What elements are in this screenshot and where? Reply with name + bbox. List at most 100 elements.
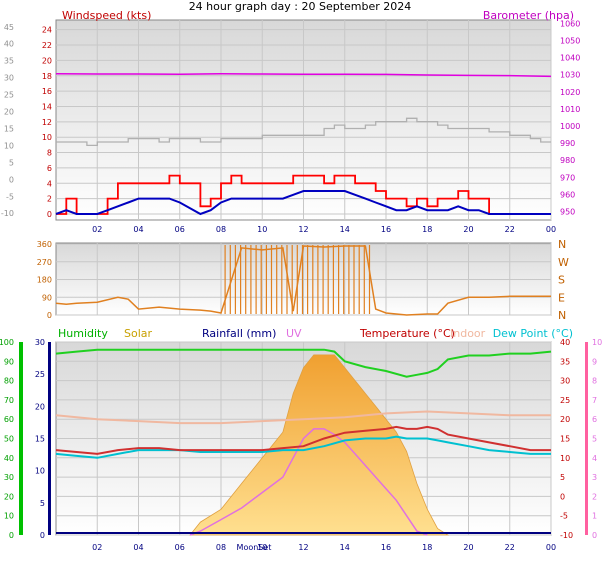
x-tick-label: 06	[175, 225, 185, 234]
x-tick-label: 12	[298, 225, 308, 234]
temperature-line	[55, 425, 551, 455]
panel3-ticks: -10-505101520253035400123456789100102030…	[0, 338, 602, 552]
x-tick-label: 12	[298, 543, 308, 552]
solar-area	[189, 354, 450, 536]
wind-tick-label: 4	[47, 179, 52, 188]
wind-tick-label: 6	[47, 164, 52, 173]
baro-tick-label: 1060	[560, 19, 580, 28]
uv-tick-label: 5	[592, 435, 597, 444]
grey-tick-label: 40	[4, 40, 14, 49]
wind-tick-label: 12	[42, 118, 52, 127]
uv-label: UV	[286, 327, 302, 340]
x-tick-label: 06	[175, 543, 185, 552]
temp-tick-label: 15	[560, 435, 570, 444]
grey-tick-label: 30	[4, 74, 14, 83]
rain-tick-label: 30	[35, 338, 45, 347]
windspeed-label: Windspeed (kts)	[62, 9, 151, 22]
temp-tick-label: -5	[560, 512, 568, 521]
humidity-tick-label: 60	[4, 415, 14, 424]
wind-tick-label: 0	[47, 210, 52, 219]
compass-label: S	[558, 274, 565, 287]
grey-tick-label: 0	[9, 175, 14, 184]
compass-label: N	[558, 309, 566, 322]
indoor-line	[55, 410, 551, 425]
x-tick-label: 02	[92, 225, 102, 234]
grey-tick-label: 5	[9, 158, 14, 167]
x-tick-label: 08	[216, 225, 226, 234]
x-tick-label: 22	[505, 225, 515, 234]
direction-tick-label: 0	[47, 311, 52, 320]
rain-tick-label: 15	[35, 435, 45, 444]
temp-tick-label: -10	[560, 531, 573, 540]
direction-tick-label: 180	[37, 276, 52, 285]
baro-tick-label: 950	[560, 207, 575, 216]
panel1-grid	[56, 20, 552, 220]
direction-swings	[224, 245, 371, 314]
baro-tick-label: 1000	[560, 122, 580, 131]
uv-tick-label: 1	[592, 512, 597, 521]
temp-tick-label: 35	[560, 357, 570, 366]
x-tick-label: 14	[340, 225, 350, 234]
uv-tick-label: 4	[592, 454, 597, 463]
wind-tick-label: 18	[42, 72, 52, 81]
baro-tick-label: 980	[560, 156, 575, 165]
legend-row: Humidity Solar Rainfall (mm) UV Temperat…	[58, 327, 573, 340]
baro-tick-label: 1020	[560, 88, 580, 97]
x-tick-label: 02	[92, 543, 102, 552]
x-tick-label: 20	[463, 225, 473, 234]
baro-tick-label: 1030	[560, 71, 580, 80]
solar-label: Solar	[124, 327, 153, 340]
uv-line	[189, 428, 428, 536]
x-tick-label: 10	[257, 543, 267, 552]
barometer-label: Barometer (hpa)	[483, 9, 574, 22]
temp-tick-label: 5	[560, 473, 565, 482]
x-tick-label: 16	[381, 543, 391, 552]
baro-tick-label: 1040	[560, 54, 580, 63]
humidity-tick-label: 80	[4, 377, 14, 386]
x-tick-label: 14	[340, 543, 350, 552]
panel2-series	[55, 245, 551, 316]
wind-tick-label: 10	[42, 133, 52, 142]
wind-tick-label: 24	[42, 26, 52, 35]
grey-tick-label: 45	[4, 23, 14, 32]
humidity-tick-label: 50	[4, 435, 14, 444]
rainfall-label: Rainfall (mm)	[202, 327, 276, 340]
rain-tick-label: 25	[35, 370, 45, 379]
wind-tick-label: 22	[42, 41, 52, 50]
direction-tick-label: 360	[37, 240, 52, 249]
direction-tick-label: 270	[37, 258, 52, 267]
temp-humidity-panel: -10-505101520253035400123456789100102030…	[0, 338, 602, 552]
baro-tick-label: 970	[560, 173, 575, 182]
x-tick-label: 20	[463, 543, 473, 552]
rain-tick-label: 0	[40, 531, 45, 540]
temp-tick-label: 10	[560, 454, 570, 463]
temp-tick-label: 30	[560, 377, 570, 386]
humidity-tick-label: 40	[4, 454, 14, 463]
x-tick-label: 08	[216, 543, 226, 552]
temperature-label: Temperature (°C)	[359, 327, 455, 340]
baro-tick-label: 1050	[560, 37, 580, 46]
rain-tick-label: 5	[40, 499, 45, 508]
dewpoint-line	[55, 435, 551, 459]
wind-tick-label: 16	[42, 87, 52, 96]
panel3-series	[55, 348, 552, 536]
temp-tick-label: 40	[560, 338, 570, 347]
x-tick-label: 18	[422, 225, 432, 234]
wind-tick-label: 8	[47, 149, 52, 158]
humidity-tick-label: 0	[9, 531, 14, 540]
x-tick-label: 16	[381, 225, 391, 234]
average-wind-line	[55, 190, 551, 216]
gust-line	[56, 174, 551, 215]
baro-tick-label: 960	[560, 190, 575, 199]
chart-title: 24 hour graph day : 20 September 2024	[189, 0, 412, 13]
temp-tick-label: 25	[560, 396, 570, 405]
x-tick-label: 22	[505, 543, 515, 552]
grey-tick-label: 15	[4, 124, 14, 133]
humidity-tick-label: 70	[4, 396, 14, 405]
dewpoint-label: Dew Point (°C)	[493, 327, 573, 340]
humidity-tick-label: 10	[4, 512, 14, 521]
panel2-ticks: 0 N 90 E 180 S 270 W 360 N	[37, 238, 569, 322]
compass-label: E	[558, 291, 565, 304]
grey-line	[56, 117, 551, 147]
